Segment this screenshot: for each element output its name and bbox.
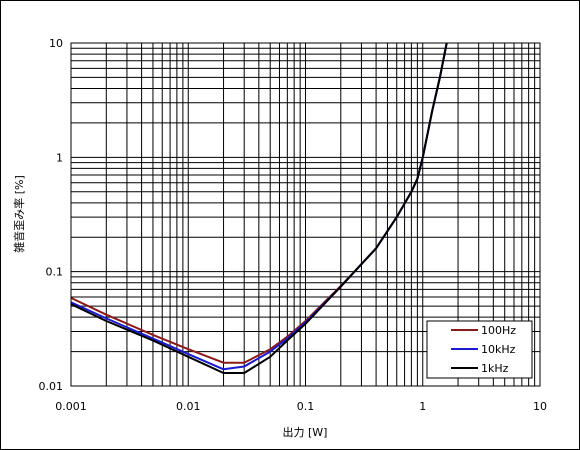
x-tick-label: 1: [419, 400, 426, 413]
y-axis-label: 雑音歪み率 [%]: [12, 175, 26, 253]
legend-box: [426, 320, 533, 379]
x-tick-label: 0.001: [55, 400, 87, 413]
x-tick-label: 0.01: [176, 400, 201, 413]
x-tick-label: 0.1: [297, 400, 315, 413]
grid: [71, 43, 540, 386]
legend-label-1khz: 1kHz: [481, 362, 509, 375]
y-tick-label: 0.1: [46, 266, 64, 279]
series-line-1khz: [70, 42, 448, 374]
x-tick-label: 10: [533, 400, 547, 413]
tick-labels: 0.001 0.01 0.1 1 10 0.01 0.1 1 10: [39, 37, 548, 413]
x-axis-label: 出力 [W]: [283, 425, 328, 439]
plot-border: [70, 42, 541, 387]
legend-label-100hz: 100Hz: [481, 324, 516, 337]
y-tick-label: 0.01: [39, 380, 64, 393]
legend: 100Hz 10kHz 1kHz: [426, 320, 533, 379]
series-lines: [70, 42, 448, 374]
y-tick-label: 10: [49, 37, 63, 50]
legend-label-10khz: 10kHz: [481, 343, 516, 356]
y-tick-label: 1: [56, 151, 63, 164]
